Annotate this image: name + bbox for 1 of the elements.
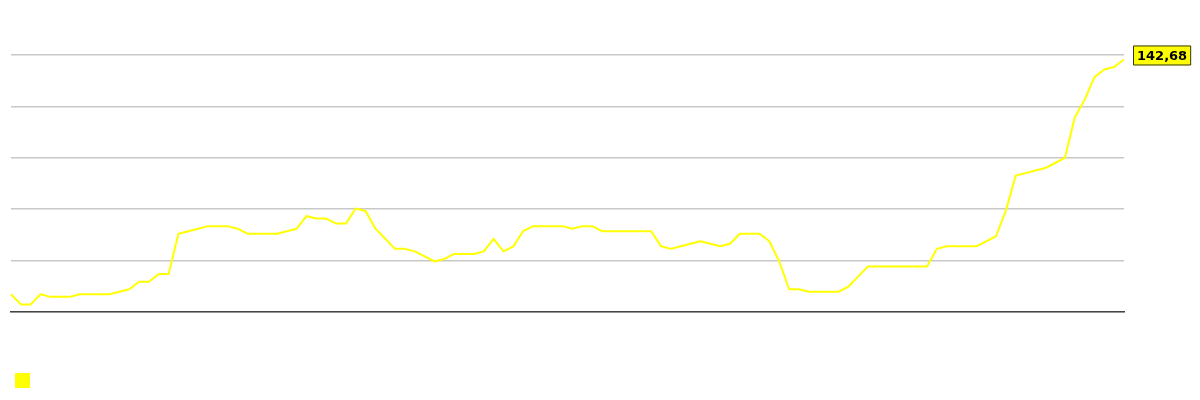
text: 142,68 bbox=[1137, 47, 1188, 63]
